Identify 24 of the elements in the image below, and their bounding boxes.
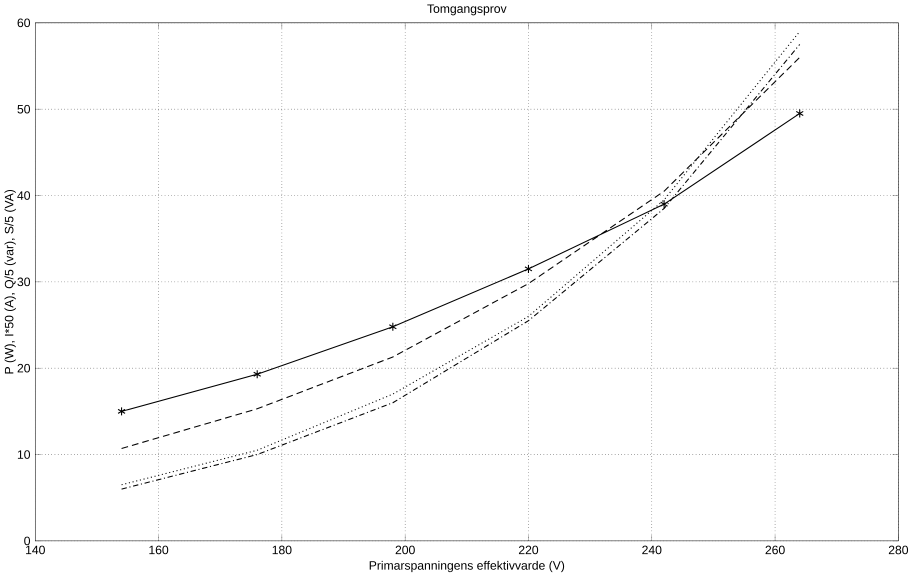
point	[118, 406, 126, 416]
y-tick-label: 60	[18, 18, 30, 28]
x-tick-label: 160	[149, 546, 168, 554]
point	[660, 200, 668, 209]
y-tick-label: 40	[17, 191, 30, 200]
point	[524, 264, 533, 274]
chart-title: Tomgangsprov	[427, 4, 507, 16]
y-tick-label: 0	[24, 536, 30, 546]
y-axis-title: P (W), I*50 (A), Q/5 (var), S/5 (VA)	[4, 190, 16, 374]
x-tick-label: 140	[26, 546, 45, 554]
x-tick-label: 260	[766, 546, 785, 554]
y-tick-label: 50	[17, 105, 30, 114]
point	[388, 322, 397, 332]
x-tick-label: 280	[888, 546, 908, 554]
y-tick-label: 30	[17, 278, 30, 286]
x-axis-title: Primarspanningens effektivvarde (V)	[370, 560, 564, 572]
x-tick-label: 240	[642, 546, 662, 554]
y-tick-label: 20	[18, 364, 30, 373]
y-tick-label: 10	[18, 450, 30, 460]
x-tick-label: 220	[518, 546, 538, 554]
x-tick-label: 180	[272, 546, 292, 554]
point	[253, 370, 262, 380]
x-tick-label: 200	[396, 546, 415, 554]
point	[796, 109, 804, 118]
